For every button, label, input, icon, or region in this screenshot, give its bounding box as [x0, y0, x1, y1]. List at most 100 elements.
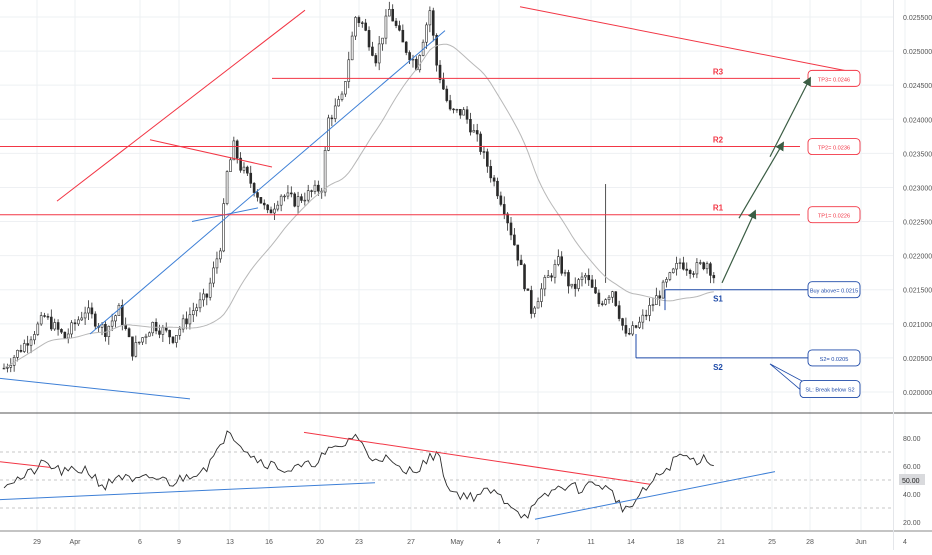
candle-body — [401, 29, 405, 43]
candle-body — [56, 322, 60, 330]
candle-body — [617, 305, 621, 319]
candle-body — [364, 22, 367, 31]
candle-body — [695, 262, 699, 275]
candle-body — [70, 322, 73, 335]
candle-body — [533, 307, 536, 314]
candle-body — [529, 290, 533, 314]
candle-body — [330, 117, 334, 120]
candle-body — [66, 333, 70, 339]
candle-body — [553, 264, 557, 278]
candle-body — [597, 292, 601, 305]
candle-body — [296, 196, 300, 207]
rsi-rising-support — [0, 482, 376, 501]
y-tick-label: 0.020500 — [903, 356, 932, 363]
x-tick-label: May — [450, 539, 464, 546]
projection-arrow — [738, 141, 785, 219]
candle-body — [80, 317, 84, 321]
candle-body — [519, 259, 523, 266]
candle-body — [83, 312, 87, 319]
rsi-y-tick-label: 80.00 — [903, 436, 921, 443]
candle-body — [161, 327, 165, 335]
candle-body — [360, 22, 364, 24]
candle-body — [502, 204, 506, 215]
candle-body — [600, 303, 604, 305]
candle-body — [607, 296, 611, 301]
candle-body — [631, 325, 634, 335]
x-tick-label: 13 — [226, 539, 234, 546]
candle-body — [178, 328, 182, 336]
candle-body — [509, 222, 513, 236]
level-tag-text: S2= 0.0205 — [820, 357, 849, 363]
x-tick-label: 16 — [265, 539, 273, 546]
level-tag-text: Buy above= 0.0215 — [810, 289, 858, 295]
candle-body — [590, 279, 594, 288]
candle-body — [110, 320, 114, 327]
x-tick-label: 4 — [497, 539, 501, 546]
candle-body — [77, 319, 80, 325]
candle-body — [465, 109, 469, 120]
candle-body — [6, 367, 9, 369]
level-label-r3: R3 — [713, 67, 724, 76]
y-tick-label: 0.022500 — [903, 220, 932, 227]
candle-body — [347, 59, 351, 82]
candle-body — [259, 197, 263, 204]
lower-support-line — [0, 377, 191, 400]
candle-body — [526, 288, 530, 291]
x-tick-label: 7 — [536, 539, 540, 546]
x-tick-label: 9 — [177, 539, 181, 546]
candle-body — [222, 203, 225, 252]
candle-body — [323, 150, 327, 193]
candle-body — [242, 166, 246, 171]
level-tag-text: TP3= 0.0246 — [818, 77, 850, 83]
moving-average-line — [3, 43, 714, 369]
candle-body — [333, 105, 337, 119]
candle-body — [685, 268, 689, 271]
candle-body — [634, 325, 638, 328]
candle-body — [33, 334, 36, 341]
candle-body — [482, 151, 486, 153]
candle-body — [303, 199, 307, 202]
x-tick-label: 29 — [33, 539, 41, 546]
candle-body — [286, 192, 290, 197]
candle-body — [90, 307, 94, 315]
candle-body — [215, 258, 219, 269]
candle-body — [104, 324, 107, 337]
candle-body — [577, 279, 580, 289]
candle-body — [131, 336, 134, 357]
candle-body — [367, 30, 371, 48]
rsi-line — [3, 430, 714, 519]
level-tag-box — [807, 349, 861, 367]
candle-body — [516, 244, 520, 261]
candle-body — [638, 321, 641, 328]
candle-body — [604, 299, 607, 305]
candle-body — [661, 281, 665, 299]
candle-body — [53, 322, 57, 330]
x-tick-label: 20 — [316, 539, 324, 546]
candle-body — [611, 291, 614, 298]
candle-body — [19, 349, 23, 352]
candle-body — [540, 288, 543, 302]
candle-body — [377, 43, 381, 64]
candle-body — [621, 318, 624, 326]
candle-body — [276, 204, 280, 210]
candle-body — [435, 35, 438, 66]
axis-layer: 0.025500 0.025000 0.024500 0.024000 0.023500… — [33, 15, 932, 546]
candle-body — [29, 339, 33, 346]
candle-body — [455, 108, 459, 111]
rsi-support-line — [534, 471, 776, 520]
candle-body — [513, 234, 516, 246]
candle-body — [181, 318, 185, 330]
candle-body — [624, 325, 628, 334]
candle-body — [374, 55, 378, 64]
candle-body — [354, 17, 357, 37]
candle-body — [573, 283, 577, 289]
candle-body — [705, 263, 709, 270]
level-tag-box — [807, 206, 861, 224]
x-tick-label: 18 — [676, 539, 684, 546]
candle-body — [550, 275, 553, 278]
candle-body — [127, 328, 131, 338]
candle-body — [246, 166, 249, 174]
falling-resistance-line — [519, 6, 851, 73]
candle-body — [283, 195, 286, 198]
level-tag-text: TP1= 0.0226 — [818, 214, 850, 220]
